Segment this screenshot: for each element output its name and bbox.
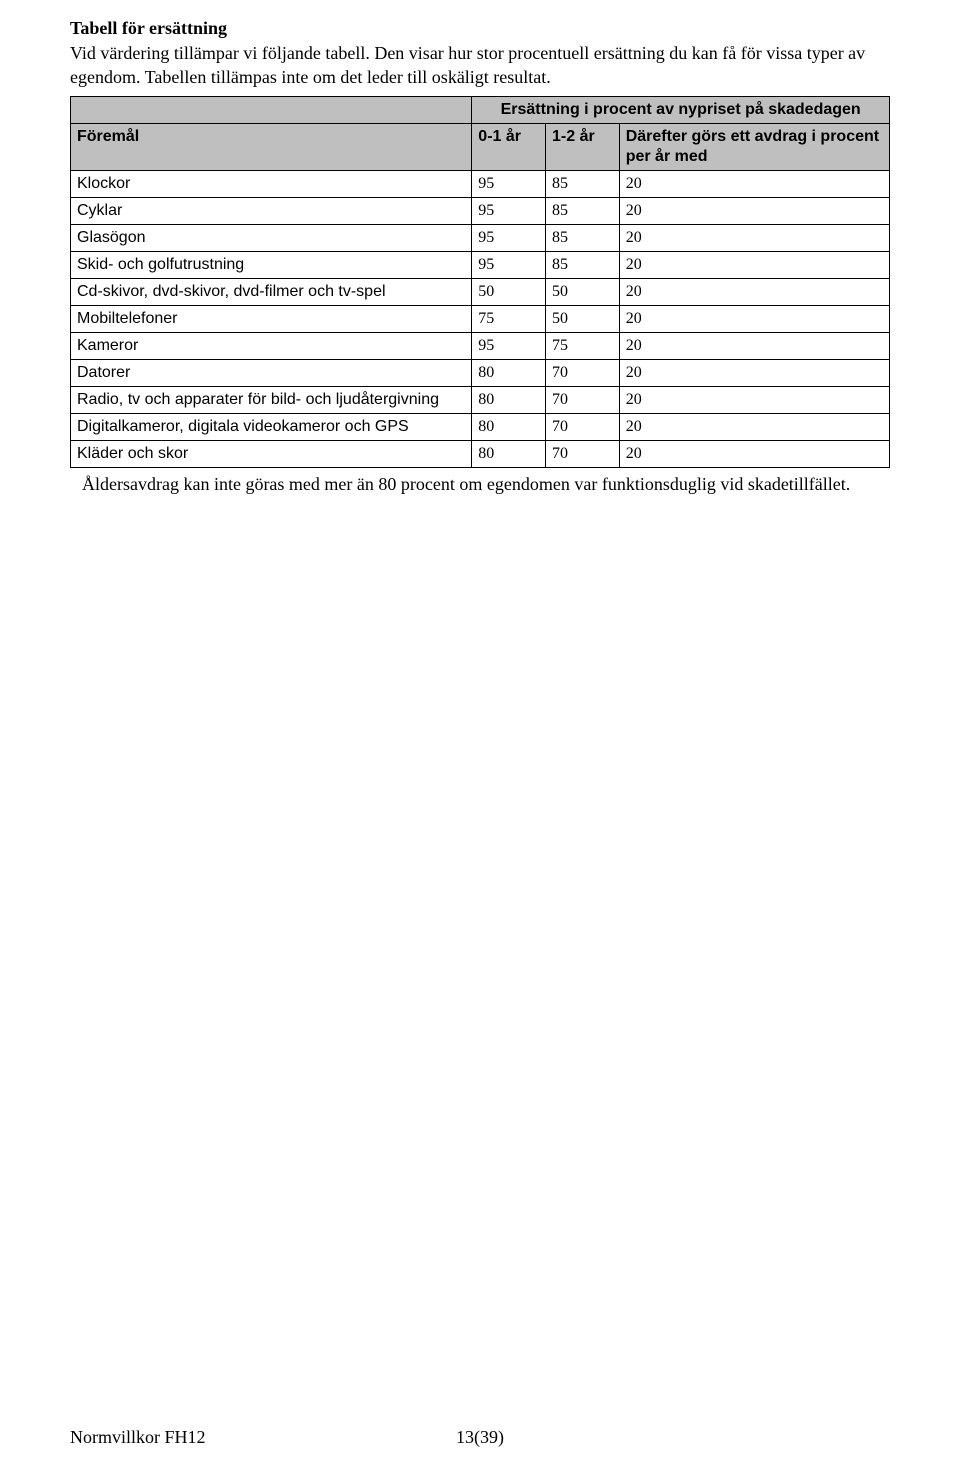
col-header-0-1: 0-1 år: [472, 123, 546, 170]
table-super-header-row: Ersättning i procent av nypriset på skad…: [71, 96, 890, 123]
cell-0-1: 80: [472, 440, 546, 467]
cell-0-1: 80: [472, 413, 546, 440]
table-super-header-blank: [71, 96, 472, 123]
col-header-1-2: 1-2 år: [546, 123, 620, 170]
cell-1-2: 70: [546, 440, 620, 467]
col-header-thereafter: Därefter görs ett avdrag i procent per å…: [619, 123, 889, 170]
page-footer: Normvillkor FH12 13(39): [70, 1427, 890, 1448]
table-column-header-row: Föremål 0-1 år 1-2 år Därefter görs ett …: [71, 123, 890, 170]
cell-1-2: 70: [546, 413, 620, 440]
cell-item: Skid- och golfutrustning: [71, 251, 472, 278]
col-header-item: Föremål: [71, 123, 472, 170]
col-header-thereafter-line2: per år med: [626, 148, 883, 166]
cell-after: 20: [619, 440, 889, 467]
cell-1-2: 50: [546, 305, 620, 332]
cell-0-1: 75: [472, 305, 546, 332]
cell-item: Glasögon: [71, 224, 472, 251]
cell-1-2: 50: [546, 278, 620, 305]
cell-1-2: 85: [546, 170, 620, 197]
cell-item: Radio, tv och apparater för bild- och lj…: [71, 386, 472, 413]
cell-after: 20: [619, 305, 889, 332]
cell-0-1: 95: [472, 251, 546, 278]
cell-after: 20: [619, 251, 889, 278]
cell-after: 20: [619, 170, 889, 197]
table-row: Radio, tv och apparater för bild- och lj…: [71, 386, 890, 413]
col-header-thereafter-line1: Därefter görs ett avdrag i procent: [626, 128, 879, 145]
cell-after: 20: [619, 224, 889, 251]
cell-0-1: 95: [472, 197, 546, 224]
table-row: Cd-skivor, dvd-skivor, dvd-filmer och tv…: [71, 278, 890, 305]
cell-0-1: 95: [472, 332, 546, 359]
cell-after: 20: [619, 359, 889, 386]
cell-1-2: 75: [546, 332, 620, 359]
cell-0-1: 95: [472, 224, 546, 251]
footer-doc-title: Normvillkor FH12: [70, 1427, 206, 1447]
cell-after: 20: [619, 278, 889, 305]
cell-0-1: 50: [472, 278, 546, 305]
cell-item: Mobiltelefoner: [71, 305, 472, 332]
cell-item: Digitalkameror, digitala videokameror oc…: [71, 413, 472, 440]
table-row: Glasögon 95 85 20: [71, 224, 890, 251]
table-footnote: Åldersavdrag kan inte göras med mer än 8…: [82, 474, 890, 495]
footer-page-number: 13(39): [456, 1427, 504, 1448]
cell-1-2: 85: [546, 251, 620, 278]
page: Tabell för ersättning Vid värdering till…: [0, 0, 960, 1468]
cell-0-1: 95: [472, 170, 546, 197]
table-row: Cyklar 95 85 20: [71, 197, 890, 224]
cell-0-1: 80: [472, 386, 546, 413]
cell-1-2: 70: [546, 386, 620, 413]
cell-item: Kläder och skor: [71, 440, 472, 467]
table-row: Kläder och skor 80 70 20: [71, 440, 890, 467]
cell-0-1: 80: [472, 359, 546, 386]
table-row: Datorer 80 70 20: [71, 359, 890, 386]
cell-item: Cyklar: [71, 197, 472, 224]
table-row: Mobiltelefoner 75 50 20: [71, 305, 890, 332]
table-row: Digitalkameror, digitala videokameror oc…: [71, 413, 890, 440]
table-row: Skid- och golfutrustning 95 85 20: [71, 251, 890, 278]
cell-after: 20: [619, 386, 889, 413]
cell-after: 20: [619, 332, 889, 359]
cell-item: Kameror: [71, 332, 472, 359]
cell-1-2: 85: [546, 224, 620, 251]
cell-after: 20: [619, 197, 889, 224]
intro-paragraph: Vid värdering tillämpar vi följande tabe…: [70, 41, 890, 90]
section-heading: Tabell för ersättning: [70, 18, 890, 39]
table-row: Kameror 95 75 20: [71, 332, 890, 359]
cell-1-2: 85: [546, 197, 620, 224]
cell-item: Datorer: [71, 359, 472, 386]
cell-item: Klockor: [71, 170, 472, 197]
compensation-table: Ersättning i procent av nypriset på skad…: [70, 96, 890, 468]
table-body: Klockor 95 85 20 Cyklar 95 85 20 Glasögo…: [71, 170, 890, 467]
cell-after: 20: [619, 413, 889, 440]
cell-1-2: 70: [546, 359, 620, 386]
cell-item: Cd-skivor, dvd-skivor, dvd-filmer och tv…: [71, 278, 472, 305]
table-super-header: Ersättning i procent av nypriset på skad…: [472, 96, 890, 123]
table-row: Klockor 95 85 20: [71, 170, 890, 197]
